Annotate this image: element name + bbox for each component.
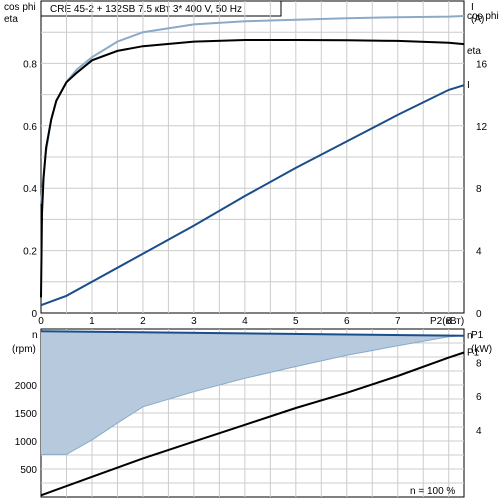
y2-tick-label: 4: [476, 247, 482, 258]
bottom-left-axis-label-1: n: [32, 330, 38, 341]
series-n-line: [40, 330, 465, 337]
series-eta-label: eta: [467, 46, 481, 57]
series-n-min-line: [41, 335, 465, 455]
x-tick-label: 6: [344, 316, 350, 327]
top-grid: [41, 1, 464, 313]
top-x-axis-label: P2(кВт): [430, 316, 464, 327]
y-tick-label: 1500: [15, 409, 38, 420]
x-tick-label: 0: [38, 316, 44, 327]
y-tick-label: 0.4: [23, 184, 37, 195]
bottom-left-axis-label-2: (rpm): [12, 344, 36, 355]
x-tick-label: 3: [191, 316, 197, 327]
tick-labels: 0 1 2 3 4 5 6 7 800.20.40.60.8048121650010001500…: [15, 59, 488, 476]
y-tick-label: 2000: [15, 381, 38, 392]
series-current-label: I: [467, 80, 470, 91]
x-tick-label: 2: [140, 316, 146, 327]
series-current-line: [40, 84, 465, 307]
y2-tick-label: 6: [476, 392, 482, 403]
x-tick-label: 8: [446, 316, 452, 327]
top-right-axis-label-1: I: [471, 2, 474, 13]
y-tick-label: 0.2: [23, 247, 37, 258]
series-p1-label: P1: [467, 348, 480, 359]
x-tick-label: 4: [242, 316, 248, 327]
y2-tick-label: 16: [476, 59, 488, 70]
y2-tick-label: 0: [476, 309, 482, 320]
top-left-axis-label-2: eta: [4, 14, 18, 25]
series-n-label: n: [467, 331, 473, 342]
y-tick-label: 0.8: [23, 59, 37, 70]
x-tick-label: 5: [293, 316, 299, 327]
y2-tick-label: 8: [476, 359, 482, 370]
y-tick-label: 1000: [15, 437, 38, 448]
bottom-x-axis-label: n = 100 %: [410, 486, 455, 497]
bottom-right-axis-label-1: P1: [471, 330, 484, 341]
y2-tick-label: 12: [476, 122, 488, 133]
y2-tick-label: 8: [476, 184, 482, 195]
speed-range-area: [41, 331, 464, 455]
y2-tick-label: 4: [476, 426, 482, 437]
chart-title: CRE 45-2 + 132SB 7.5 кВт 3* 400 V, 50 Hz: [50, 4, 242, 15]
x-tick-label: 1: [89, 316, 95, 327]
y-tick-label: 0.6: [23, 122, 37, 133]
x-tick-label: 7: [395, 316, 401, 327]
bottom-right-axis-label-2: (kW): [471, 344, 492, 355]
title-box: [40, 0, 282, 17]
series-eta-line: [40, 39, 465, 298]
y-tick-label: 0: [31, 309, 37, 320]
series-p1-line: [40, 351, 465, 497]
top-right-axis-label-2: (A): [471, 14, 484, 25]
top-left-axis-label-1: cos phi: [4, 2, 36, 13]
series-cos-phi-label: cos phi: [467, 11, 499, 22]
y-tick-label: 500: [20, 465, 37, 476]
